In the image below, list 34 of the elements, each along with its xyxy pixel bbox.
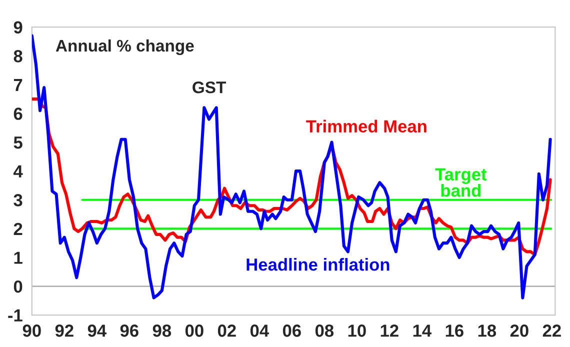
x-tick-label: 96 [120, 324, 138, 337]
line-series [32, 34, 552, 300]
x-tick-label: 08 [315, 324, 334, 337]
y-tick-label: 8 [14, 50, 22, 62]
x-tick-label: 98 [152, 324, 172, 337]
y-tick-label: -1 [8, 309, 22, 322]
x-tick-label: 16 [446, 324, 464, 337]
x-tick-label: 00 [185, 324, 204, 337]
y-tick-label: 6 [14, 108, 22, 120]
series-label: Target band [435, 168, 487, 197]
annotation: GST [192, 82, 226, 94]
y-tick-label: 2 [14, 222, 22, 235]
y-tick-label: 0 [14, 280, 22, 293]
x-tick-label: 14 [413, 324, 432, 337]
x-tick-label: 20 [510, 324, 528, 337]
x-tick-label: 18 [478, 324, 496, 337]
y-tick-label: 3 [14, 194, 22, 206]
y-tick-label: 1 [14, 252, 22, 264]
series-label: Trimmed Mean [306, 120, 426, 133]
x-tick-label: 10 [348, 324, 366, 337]
x-tick-label: 90 [22, 324, 41, 337]
x-tick-label: 12 [380, 324, 398, 337]
y-tick-label: 5 [14, 136, 22, 149]
x-tick-label: 02 [218, 324, 236, 337]
series-label: Headline inflation [246, 258, 390, 271]
x-tick-label: 94 [88, 324, 106, 337]
x-tick-label: 92 [55, 324, 74, 337]
y-tick-label: 4 [14, 165, 23, 178]
x-tick-label: 06 [282, 324, 301, 337]
y-tick-label: 7 [14, 79, 22, 91]
x-tick-label: 04 [250, 324, 269, 337]
y-tick-label: 9 [14, 21, 22, 34]
x-tick-label: 22 [542, 324, 561, 337]
annotation: Annual % change [56, 39, 194, 56]
